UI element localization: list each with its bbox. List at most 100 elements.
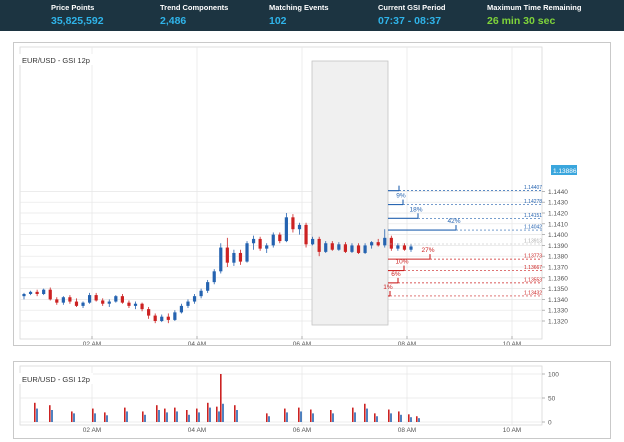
price-chart[interactable]: 1.13913 1.14407 9% 1.14278 18% 1.14151 42% 1.14… [14,43,610,348]
stat-label: Trend Components [160,3,229,12]
projection-down-pct: 1% [383,284,393,291]
volume-chart[interactable]: EUR/USD - GSI 12p 100 50 0 02 AM 04 AM 06 AM… [14,362,610,438]
stat-value: 35,825,592 [51,15,104,27]
x-tick-label: 08 AM [398,341,416,345]
candle [258,236,262,251]
candle [337,242,341,251]
volume-bar-pair [196,408,200,422]
candle [147,306,151,319]
projection-down: 27% 1.13773 [388,247,542,260]
y-tick-label: 1.1440 [548,189,568,196]
candle [291,214,295,233]
current-price-marker: 1.13886 [551,165,577,175]
candle [120,294,124,304]
stat-value: 26 min 30 sec [487,15,556,27]
x-axis: 02 AM 04 AM 06 AM 08 AM 10 AM [83,336,521,348]
projection-up-price: 1.14042 [524,225,542,231]
projection-up: 9% 1.14278 [388,193,542,206]
volume-bar-pair [71,411,75,422]
candle [28,290,33,296]
projection-down-pct: 10% [395,259,408,266]
candle [35,289,39,297]
volume-bar-pair [374,413,378,422]
projection-down-price: 1.13553 [524,277,542,283]
projection-down-pct: 27% [421,247,434,254]
candle [304,222,308,248]
candle [409,244,413,252]
volume-y-tick-label: 100 [548,372,559,379]
chart-title-bg [19,54,93,65]
candle [356,243,361,255]
stat-label: Maximum Time Remaining [487,3,582,12]
volume-x-tick-label: 06 AM [293,427,311,434]
candle [192,294,197,304]
volume-bar-pair [398,411,402,422]
projection-up-price: 1.14151 [524,213,542,219]
candle [389,235,393,251]
candle [22,292,26,300]
candle [284,213,288,243]
price-chart-panel[interactable]: 1.13913 1.14407 9% 1.14278 18% 1.14151 42% 1.14… [13,42,611,348]
candle [61,296,65,305]
volume-x-tick-label: 02 AM [83,427,101,434]
projection-down-price: 1.13773 [524,254,542,260]
volume-chart-panel[interactable]: EUR/USD - GSI 12p 100 50 0 02 AM 04 AM 06 AM… [13,361,611,439]
candle [81,301,85,309]
volume-bar-pair [298,407,302,422]
projection-down-pct: 6% [391,271,401,278]
candle [370,241,374,249]
candle [199,288,203,299]
volume-y-tick-label: 0 [548,420,552,427]
volume-x-tick-label: 04 AM [188,427,206,434]
volume-bar-pair [186,410,190,422]
volume-bar-pair [216,406,220,422]
volume-bar-pair [388,409,392,422]
y-tick-label: 1.1330 [548,308,568,315]
candle [402,243,407,251]
projection-down: 1% 1.13432 [383,284,542,297]
projection-up: 42% 1.14042 [388,218,542,231]
y-axis: 1.1440 1.1430 1.1420 1.1410 1.1400 1.1390 1.13… [542,189,568,326]
candle [232,249,236,266]
stat-trend-components: Trend Components 2,486 [160,3,228,28]
volume-x-axis: 02 AM 04 AM 06 AM 08 AM 10 AM [83,427,521,434]
y-tick-label: 1.1390 [548,243,568,250]
volume-bar-pair [364,403,368,422]
volume-bar-pair [266,413,270,422]
stats-header: Price Points 35,825,592 Trend Components… [0,0,624,31]
volume-bar-pair [220,374,224,422]
volume-title-bg [19,373,93,384]
y-tick-label: 1.1320 [548,319,568,326]
volume-bar-pair [164,408,168,422]
candle [140,302,144,312]
y-tick-label: 1.1380 [548,254,568,261]
plot-border [19,46,543,340]
y-tick-label: 1.1340 [548,297,568,304]
candle [245,241,249,263]
volume-bar-pair [104,412,108,422]
stat-label: Matching Events [269,3,329,12]
volume-bars [34,374,420,422]
volume-bar-pair [284,408,288,422]
projection-down: 10% 1.13667 [388,259,542,272]
projection-faint-price: 1.13913 [524,238,542,244]
projection-levels: 1.13913 1.14407 9% 1.14278 18% 1.14151 42% 1.14… [383,185,542,297]
candle [396,243,400,251]
volume-bar-pair [234,405,238,422]
stat-value: 2,486 [160,15,187,27]
volume-bar-pair [49,405,53,422]
candle [330,241,334,251]
volume-bar-pair [207,402,211,422]
candle [350,243,354,253]
candle [317,236,321,257]
candle [127,300,131,309]
candle [265,243,269,253]
y-tick-label: 1.1370 [548,265,568,272]
x-tick-label: 06 AM [293,341,311,345]
projection-up-pct: 42% [447,218,460,225]
projection-down-price: 1.13667 [524,265,542,271]
candle [107,299,111,307]
stat-label: Price Points [51,3,95,12]
candle [94,292,98,302]
x-tick-label: 10 AM [503,341,521,345]
